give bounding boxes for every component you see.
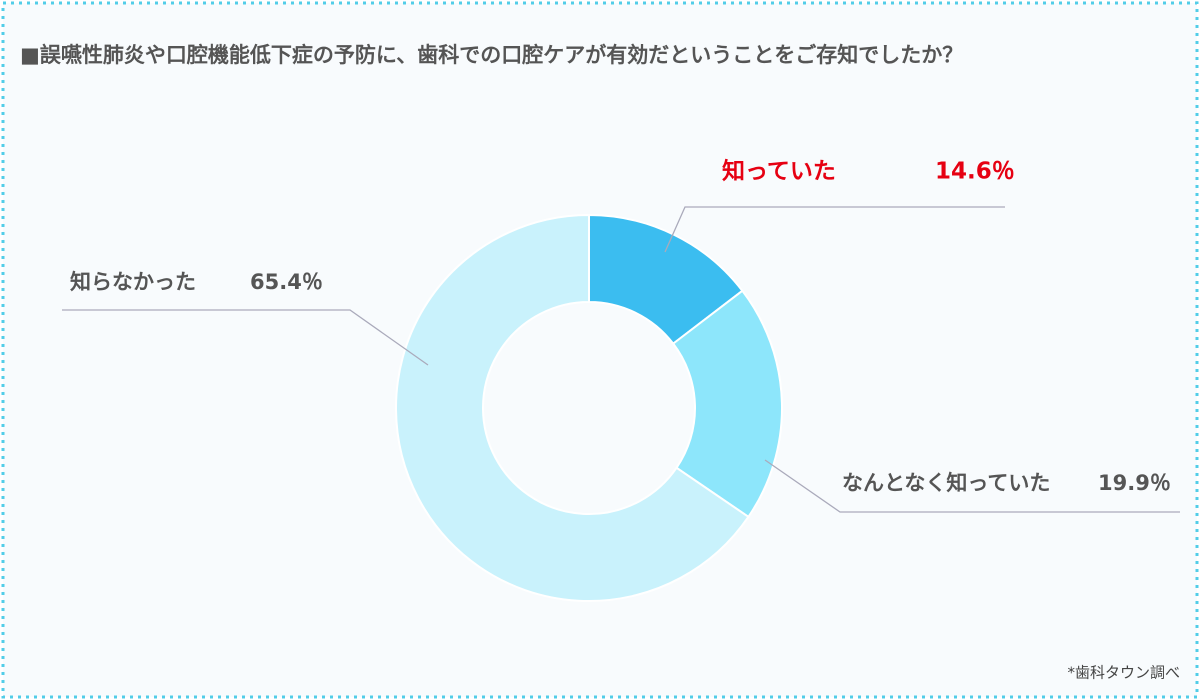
value-label: 14.6％ bbox=[935, 159, 1015, 185]
value-label: 65.4％ bbox=[250, 270, 323, 294]
source-note: *歯科タウン調べ bbox=[1067, 664, 1180, 682]
donut-slice bbox=[395, 213, 750, 602]
leader-line bbox=[764, 459, 1180, 513]
slice-label: なんとなく知っていた bbox=[842, 471, 1050, 495]
value-label: 19.9％ bbox=[1098, 471, 1171, 495]
leader-line bbox=[62, 309, 429, 366]
leader-line bbox=[664, 206, 1005, 253]
donut-slice bbox=[671, 289, 783, 519]
slice-label: 知っていた bbox=[722, 158, 836, 185]
chart-title: ■誤嚥性肺炎や口腔機能低下症の予防に、歯科での口腔ケアが有効だということをご存知… bbox=[20, 43, 963, 67]
slice-label: 知らなかった bbox=[70, 270, 196, 294]
